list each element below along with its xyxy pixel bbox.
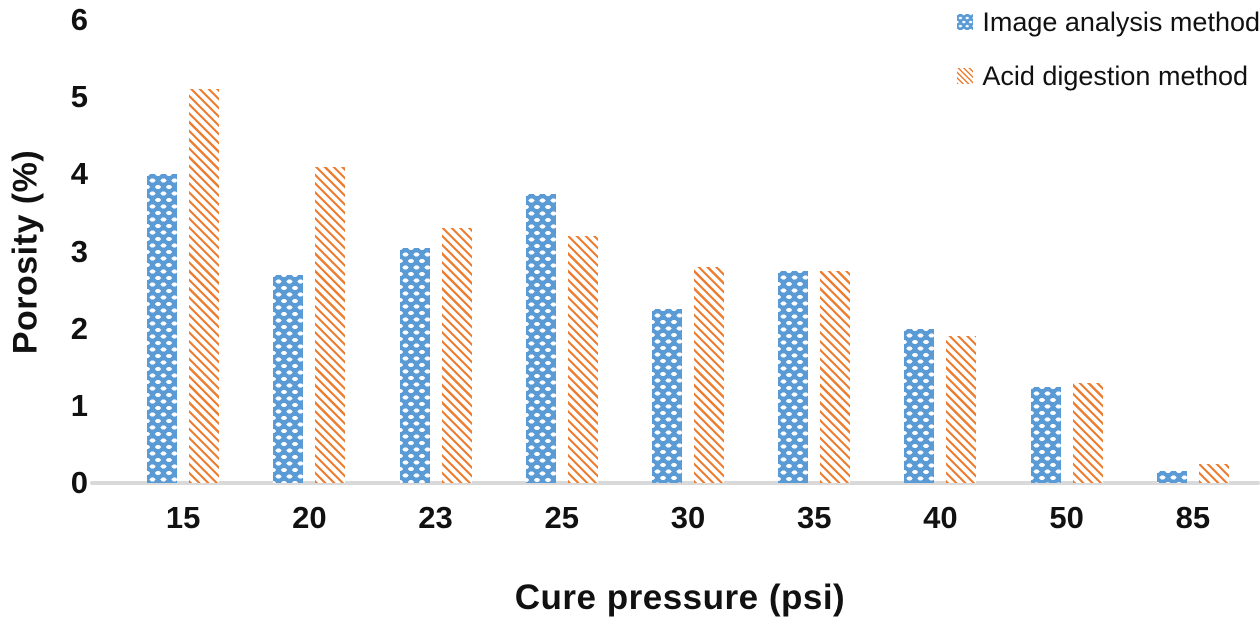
x-tick-label: 25 [544,500,579,535]
x-tick-label: 35 [796,500,832,535]
bar-group [120,20,246,483]
y-tick-label: 0 [70,465,88,500]
x-tick-label: 50 [1049,500,1084,535]
x-tick-label: 30 [670,500,706,535]
bar [1030,386,1061,483]
x-tick-label: 23 [418,500,453,535]
bar-group [877,20,1003,483]
bar [1198,463,1229,483]
bar [1156,471,1187,483]
y-tick-label: 5 [70,79,88,115]
legend-item: Image analysis method [957,2,1260,42]
bar-group [1130,20,1256,483]
bar-group [372,20,498,483]
legend-swatch-dotted-icon [957,14,974,30]
bar [567,236,598,483]
bar-group [499,20,625,483]
bar [273,274,304,483]
bar-group [751,20,877,483]
bar [1072,382,1103,483]
plot-area [90,20,1260,485]
x-tick-label: 40 [923,500,958,535]
bar [315,166,346,483]
x-tick-label: 20 [292,500,327,535]
bar [904,328,935,483]
x-axis-title: Cure pressure (psi) [514,578,846,617]
y-tick-label: 1 [70,387,88,423]
legend-swatch-striped-icon [957,68,974,84]
bar-group [625,20,751,483]
bar [147,174,178,483]
bar-group [1004,20,1130,483]
bar [189,89,220,483]
y-tick-label: 6 [70,2,88,37]
bar [693,266,724,483]
bar [525,193,556,483]
bar [820,270,851,483]
y-axis-tick-labels: 0 1 2 3 4 5 6 [0,2,88,500]
bar [651,309,682,483]
legend-label: Acid digestion method [982,60,1249,91]
x-tick-label: 15 [165,500,201,535]
legend-label: Image analysis method [982,6,1260,37]
bar [778,270,809,483]
legend: Image analysis method Acid digestion meth… [957,2,1260,110]
x-tick-label: 85 [1175,500,1211,535]
x-axis-tick-labels: 15 20 23 25 30 35 40 50 85 [120,500,1256,536]
bar [946,336,977,483]
legend-item: Acid digestion method [957,56,1260,96]
bar [399,247,430,483]
bar-group [246,20,372,483]
y-tick-label: 4 [70,156,88,192]
bar [441,228,472,483]
y-tick-label: 3 [70,233,88,269]
x-axis-line [90,481,1260,485]
y-tick-label: 2 [70,310,88,346]
